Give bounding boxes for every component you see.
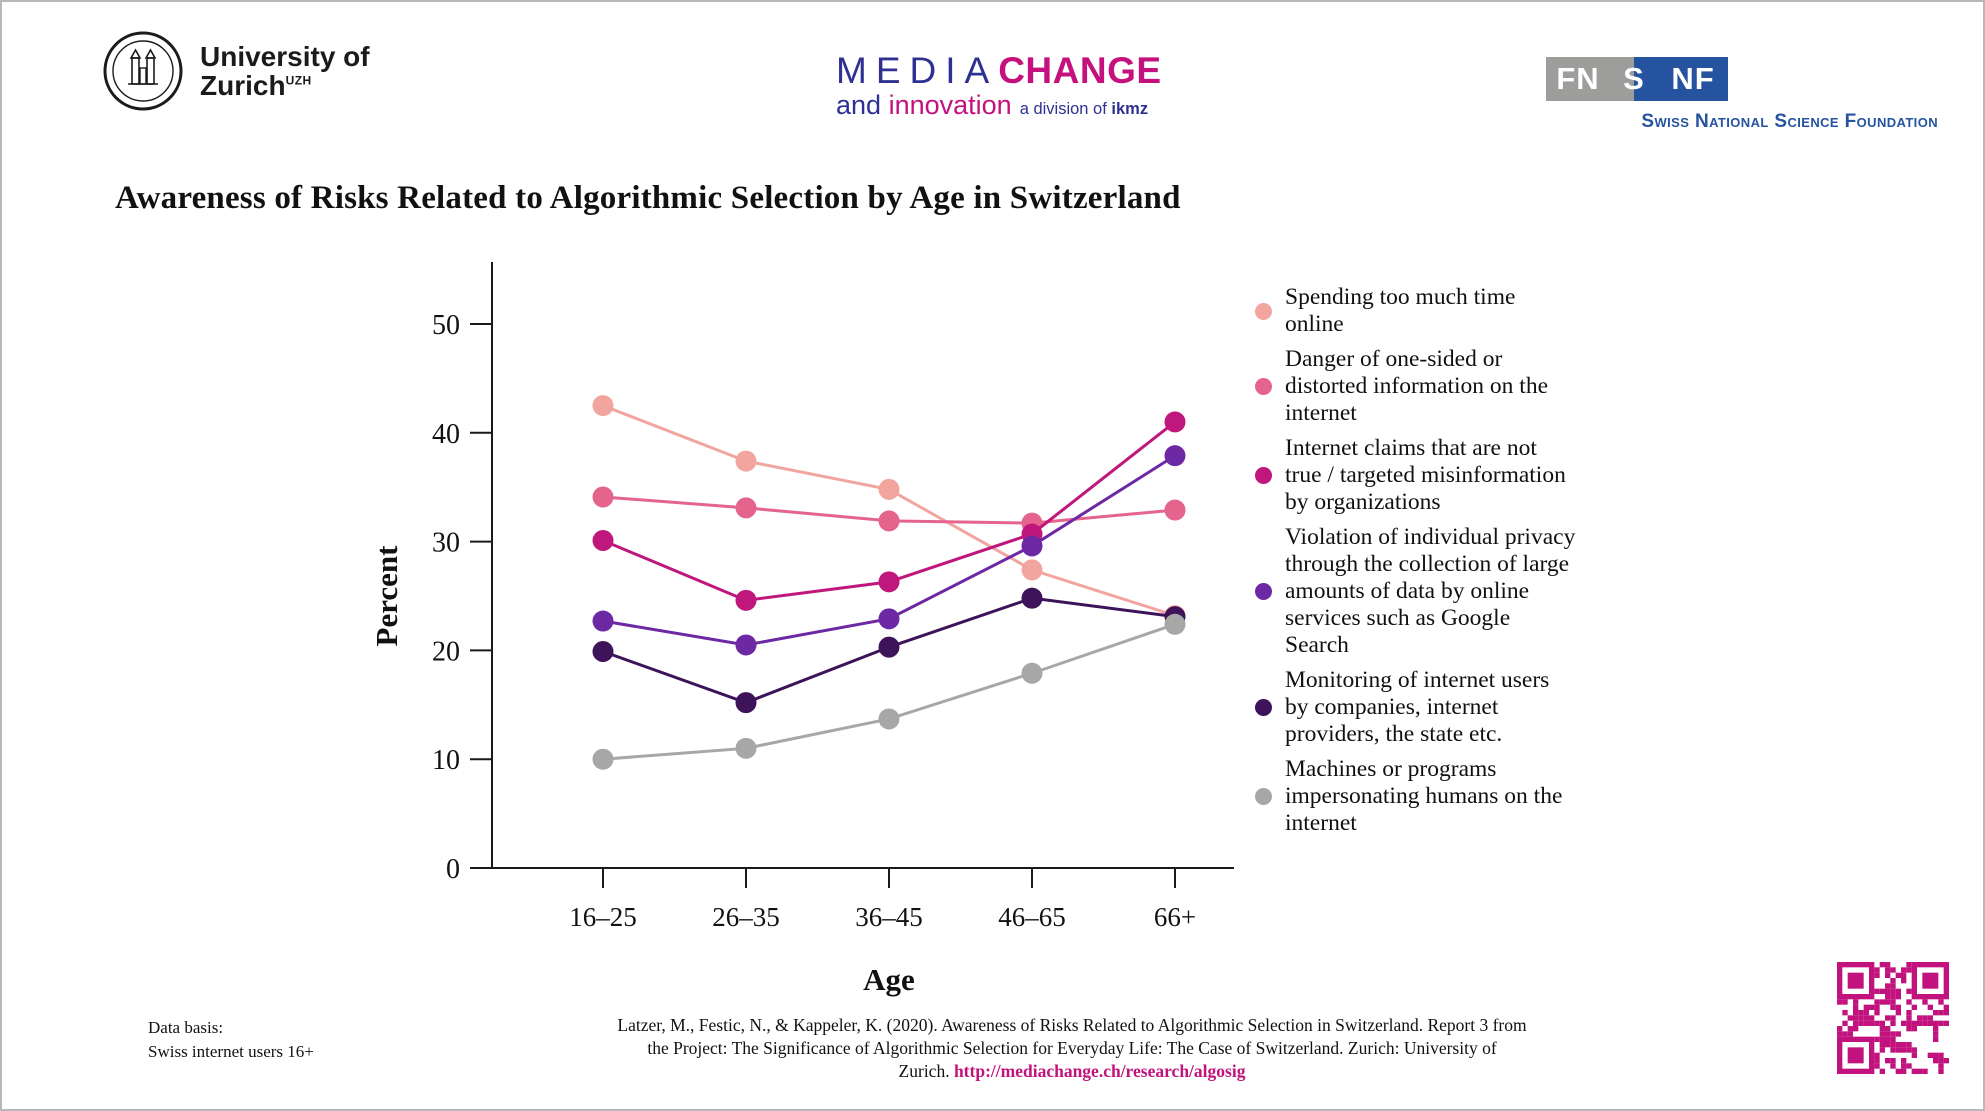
data-basis-line2: Swiss internet users 16+ [148, 1041, 314, 1061]
data-point [1021, 662, 1043, 684]
legend-label: Internet claims that are not true / targ… [1285, 435, 1566, 515]
uzh-sup: UZH [285, 73, 312, 88]
legend-label: Danger of one-sided or distorted informa… [1285, 346, 1549, 426]
qr-code [1837, 962, 1949, 1074]
y-tick-label: 0 [446, 854, 460, 885]
data-point [592, 395, 614, 417]
ikmz-text: ikmz [1111, 100, 1149, 118]
data-point [878, 608, 900, 630]
snf-boxes-icon: FN S NF [1546, 57, 1728, 101]
data-point [1164, 411, 1186, 433]
data-point [1021, 559, 1043, 581]
data-point [1164, 445, 1186, 467]
data-point [592, 748, 614, 770]
y-tick-label: 10 [432, 745, 460, 776]
chart-legend: Spending too much time online Danger of o… [1255, 284, 1600, 837]
legend-dot-icon [1255, 378, 1272, 395]
uzh-wordmark-line2: ZurichUZH [200, 70, 312, 101]
legend-label: Violation of individual privacy through … [1285, 524, 1576, 658]
line-chart: 0 10 20 30 40 50 16–25 26–35 36–45 46–65 66+ Percen… [302, 252, 1252, 1032]
data-point [592, 486, 614, 508]
uzh-logo: University of ZurichUZH [102, 30, 370, 112]
legend-entry-2: Internet claims that are not true / targ… [1255, 435, 1600, 516]
y-axis-title: Percent [369, 545, 404, 647]
legend-dot-icon [1255, 302, 1272, 320]
citation-line1: Latzer, M., Festic, N., & Kappeler, K. (… [617, 1015, 1527, 1035]
series-2 [592, 411, 1186, 611]
citation: Latzer, M., Festic, N., & Kappeler, K. (… [542, 1014, 1602, 1082]
chart-svg: 0 10 20 30 40 50 16–25 26–35 36–45 46–65 66+ Percen… [369, 262, 1234, 997]
y-tick-label: 20 [432, 636, 460, 667]
legend-dot-icon [1255, 467, 1272, 484]
snf-full-name: Swiss National Science Foundation [1641, 111, 1938, 132]
data-point [735, 737, 757, 759]
x-tick-label: 66+ [1154, 902, 1196, 932]
snf-logo: FN S NF Swiss National Science Foundatio… [1546, 57, 1938, 133]
data-basis-note: Data basis: Swiss internet users 16+ [148, 1016, 314, 1064]
legend-entry-4: Monitoring of internet users by companie… [1255, 667, 1600, 748]
x-tick-label: 46–65 [998, 902, 1066, 932]
page-title: Awareness of Risks Related to Algorithmi… [115, 180, 1181, 216]
citation-line2: the Project: The Significance of Algorit… [647, 1037, 1497, 1058]
x-tick-label: 36–45 [855, 902, 923, 932]
mediachange-innovation-text: innovation [888, 90, 1012, 120]
data-point [592, 530, 614, 552]
uzh-wordmark-line1: University of [200, 40, 370, 72]
legend-entry-3: Violation of individual privacy through … [1255, 524, 1600, 659]
series-4 [592, 587, 1186, 714]
data-point [1021, 535, 1043, 557]
legend-dot-icon [1255, 699, 1272, 716]
data-point [1164, 499, 1186, 521]
y-tick-label: 30 [432, 528, 460, 559]
x-tick-label: 26–35 [712, 902, 780, 932]
data-point [878, 636, 900, 658]
data-point [735, 497, 757, 519]
citation-url-link[interactable]: http://mediachange.ch/research/algosig [953, 1060, 1246, 1081]
citation-line3: Zurich. http://mediachange.ch/research/a… [898, 1060, 1246, 1081]
series-5 [592, 613, 1186, 770]
data-point [735, 692, 757, 714]
mediachange-media-text: MEDIA [836, 50, 999, 91]
mediachange-wordmark: MEDIACHANGE [836, 52, 1162, 89]
data-point [735, 634, 757, 656]
data-point [592, 610, 614, 632]
legend-label: Monitoring of internet users by companie… [1285, 667, 1550, 747]
mediachange-and-text: and [836, 90, 882, 120]
legend-entry-0: Spending too much time online [1255, 284, 1600, 338]
series-3 [592, 445, 1186, 656]
mediachange-change-text: CHANGE [998, 50, 1162, 91]
snf-box-s: S [1610, 57, 1658, 101]
data-point [878, 708, 900, 730]
data-point [1164, 613, 1186, 635]
mediachange-subline: and innovation a division of ikmz [836, 91, 1162, 119]
data-point [878, 571, 900, 593]
data-point [735, 589, 757, 611]
x-tick-label: 16–25 [569, 902, 637, 932]
data-point [735, 450, 757, 472]
legend-label: Machines or programs impersonating human… [1285, 756, 1563, 836]
data-point [592, 640, 614, 662]
legend-dot-icon [1255, 788, 1272, 805]
snf-box-nf: NF [1658, 57, 1728, 101]
data-point [878, 510, 900, 532]
mediachange-division-text: a division of ikmz [1019, 100, 1149, 118]
uzh-wordmark: University of ZurichUZH [200, 40, 370, 101]
legend-entry-5: Machines or programs impersonating human… [1255, 756, 1600, 837]
legend-dot-icon [1255, 583, 1272, 600]
mediachange-logo: MEDIACHANGE and innovation a division of … [836, 52, 1162, 119]
legend-entry-1: Danger of one-sided or distorted informa… [1255, 346, 1600, 427]
snf-box-fn: FN [1546, 57, 1610, 101]
y-tick-label: 50 [432, 310, 460, 341]
data-basis-line1: Data basis: [148, 1018, 224, 1037]
x-axis-title: Age [863, 962, 915, 997]
data-point [1021, 587, 1043, 609]
legend-label: Spending too much time online [1285, 284, 1516, 337]
uzh-seal-icon [103, 31, 183, 111]
data-point [878, 478, 900, 500]
y-tick-label: 40 [432, 419, 460, 450]
